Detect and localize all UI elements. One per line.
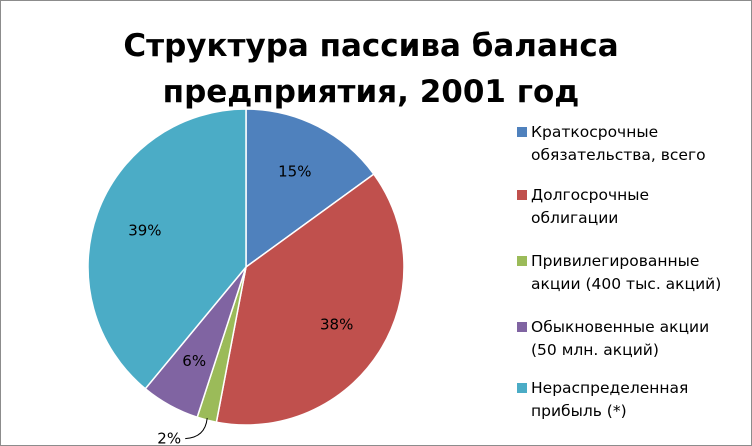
legend-label-long-term-bonds: Долгосрочные облигации xyxy=(531,186,650,227)
legend-label-short-term-liabilities: Краткосрочные обязательства, всего xyxy=(531,123,706,164)
pie-slice-retained-earnings xyxy=(87,108,247,390)
legend-swatch-common-shares xyxy=(517,322,527,332)
legend-swatch-short-term-liabilities xyxy=(517,127,527,137)
legend-label-common-shares: Обыкновенные акции (50 млн. акций) xyxy=(531,318,710,359)
legend-swatch-preferred-shares xyxy=(517,256,527,266)
data-label-preferred-shares: 2% xyxy=(157,430,181,445)
pie-slice-long-term-bonds xyxy=(215,173,405,426)
pie-slice-short-term-liabilities xyxy=(245,108,375,269)
legend-label-retained-earnings: Нераспределенная прибыль (*) xyxy=(531,379,689,420)
legend-swatch-long-term-bonds xyxy=(517,190,527,200)
chart-title-line-2: предприятия, 2001 год xyxy=(162,74,580,110)
data-label-retained-earnings: 39% xyxy=(128,222,161,240)
data-label-long-term-bonds: 38% xyxy=(320,316,353,334)
chart-title-line-1: Структура пассива баланса xyxy=(123,28,619,64)
legend-label-preferred-shares: Привилегированные акции (400 тыс. акций) xyxy=(531,252,722,293)
chart-title: Структура пассива баланса предприятия, 2… xyxy=(121,23,621,115)
data-label-common-shares: 6% xyxy=(182,352,206,370)
data-label-short-term-liabilities: 15% xyxy=(278,162,311,180)
legend-swatch-retained-earnings xyxy=(517,383,527,393)
leader-line-preferred-shares xyxy=(185,418,208,440)
